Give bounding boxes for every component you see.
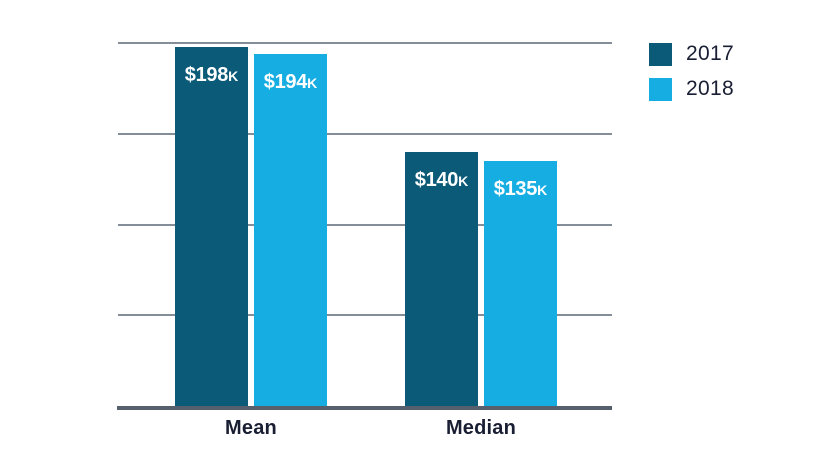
- legend-item-2018: 2018: [649, 77, 734, 101]
- gridline-150k: [118, 132, 612, 135]
- x-axis-line: [117, 406, 612, 410]
- bar-median-2018: $135K: [484, 160, 557, 406]
- legend-swatch-2017: [649, 42, 672, 66]
- bar-group-median: $140K $135K: [405, 43, 557, 406]
- bar-value-label: $135K: [484, 178, 557, 201]
- gridline-100k: [118, 223, 612, 226]
- bar-value-label: $140K: [405, 169, 478, 192]
- gridline-50k: [118, 314, 612, 317]
- bar-value-main: $194: [263, 70, 308, 93]
- bar-value-suffix: K: [458, 172, 469, 189]
- bar-value-label: $198K: [175, 64, 248, 87]
- bar-value-suffix: K: [307, 74, 318, 91]
- bar-value-suffix: K: [228, 67, 239, 84]
- legend-item-2017: 2017: [649, 42, 734, 66]
- legend: 2017 2018: [649, 42, 734, 112]
- bar-value-suffix: K: [537, 181, 548, 198]
- bar-value-label: $194K: [254, 71, 327, 94]
- gridline-200k: [118, 42, 612, 44]
- legend-label-2017: 2017: [686, 42, 734, 65]
- category-label-median: Median: [445, 417, 517, 439]
- bar-value-main: $198: [184, 63, 229, 86]
- bar-mean-2017: $198K: [175, 46, 248, 406]
- legend-label-2018: 2018: [686, 77, 734, 100]
- bar-value-main: $140: [414, 168, 459, 191]
- plot-area: $198K $194K $140K $135K: [117, 42, 612, 410]
- category-label-mean: Mean: [225, 417, 277, 439]
- bar-mean-2018: $194K: [254, 53, 327, 406]
- bar-median-2017: $140K: [405, 151, 478, 406]
- legend-swatch-2018: [649, 77, 672, 101]
- bar-group-mean: $198K $194K: [175, 43, 327, 406]
- bar-value-main: $135: [493, 177, 538, 200]
